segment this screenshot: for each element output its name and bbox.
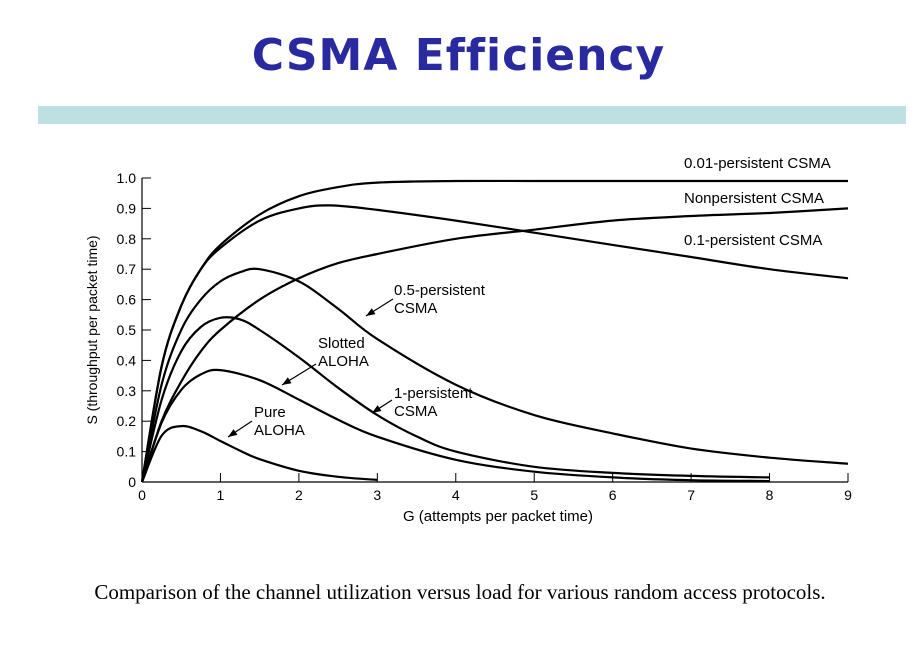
x-axis-label: G (attempts per packet time)	[403, 508, 593, 525]
curve-nonpersistent-csma	[140, 207, 849, 483]
x-tick-label: 4	[452, 487, 460, 503]
chart-axes: 0 1 2 3 4 5 6 7 8 9 0 0.1 0.2 0.3 0.4 0.5 0.6 0.7 0.8 0.9 1.…	[117, 170, 853, 503]
annotation-line: ALOHA	[318, 353, 369, 370]
annotation-nonpersistent-csma: Nonpersistent CSMA	[684, 190, 824, 207]
x-tick-label: 2	[295, 487, 303, 503]
annotation-arrowhead	[366, 308, 376, 316]
annotation-line: CSMA	[394, 300, 437, 317]
slide-title: CSMA Efficiency	[251, 30, 666, 81]
annotation-line: 0.5-persistent	[394, 282, 486, 299]
annotation-arrowhead	[282, 377, 292, 385]
annotation-arrowhead	[228, 429, 238, 437]
y-tick-label: 0.5	[117, 322, 137, 338]
y-tick-label: 0.9	[117, 200, 137, 216]
curve-0-1-persistent-csma	[140, 204, 849, 483]
annotation-line: 0.1-persistent CSMA	[684, 232, 822, 249]
y-tick-label: 0.1	[117, 444, 137, 460]
annotation-slotted-aloha: Slotted ALOHA	[318, 335, 369, 370]
chart-curves	[140, 179, 849, 483]
x-tick-label: 3	[373, 487, 381, 503]
annotation-line: CSMA	[394, 403, 437, 420]
x-tick-label: 0	[138, 487, 146, 503]
y-tick-label: 0.4	[117, 352, 137, 368]
annotation-line: Pure	[254, 404, 286, 421]
title-divider-bar	[38, 106, 906, 124]
annotation-line: Slotted	[318, 335, 365, 352]
throughput-chart: 0 1 2 3 4 5 6 7 8 9 0 0.1 0.2 0.3 0.4 0.5 0.6 0.7 0.8 0.9 1.…	[84, 155, 853, 525]
y-tick-label: 0.2	[117, 413, 137, 429]
x-tick-label: 6	[609, 487, 617, 503]
x-tick-label: 8	[766, 487, 774, 503]
curve-slotted-aloha	[140, 368, 770, 483]
y-axis-label: S (throughput per packet time)	[84, 235, 100, 424]
annotation-line: 0.01-persistent CSMA	[684, 155, 831, 172]
annotation-0-01-persistent-csma: 0.01-persistent CSMA	[684, 155, 831, 172]
annotation-line: Nonpersistent CSMA	[684, 190, 824, 207]
curve-1-persistent-csma	[140, 316, 770, 483]
y-tick-label: 0.7	[117, 261, 137, 277]
y-tick-label: 0.3	[117, 383, 137, 399]
figure-caption: Comparison of the channel utilization ve…	[94, 580, 826, 604]
x-tick-label: 5	[530, 487, 538, 503]
annotation-arrowhead	[372, 405, 382, 413]
curve-pure-aloha	[140, 424, 378, 483]
curve-0-5-persistent-csma	[140, 267, 849, 483]
annotation-0-1-persistent-csma: 0.1-persistent CSMA	[684, 232, 822, 249]
x-tick-label: 1	[217, 487, 225, 503]
y-tick-label: 0	[128, 474, 136, 490]
chart-annotations: 0.01-persistent CSMA Nonpersistent CSMA 0.…	[227, 155, 831, 439]
annotation-line: 1-persistent	[394, 385, 473, 402]
annotation-line: ALOHA	[254, 422, 305, 439]
annotation-0-5-persistent-csma: 0.5-persistent CSMA	[394, 282, 486, 317]
x-tick-label: 9	[844, 487, 852, 503]
x-tick-label: 7	[687, 487, 695, 503]
annotation-pure-aloha: Pure ALOHA	[254, 404, 305, 439]
y-tick-label: 0.6	[117, 292, 137, 308]
y-tick-label: 1.0	[117, 170, 137, 186]
y-tick-label: 0.8	[117, 231, 137, 247]
annotation-1-persistent-csma: 1-persistent CSMA	[394, 385, 473, 420]
